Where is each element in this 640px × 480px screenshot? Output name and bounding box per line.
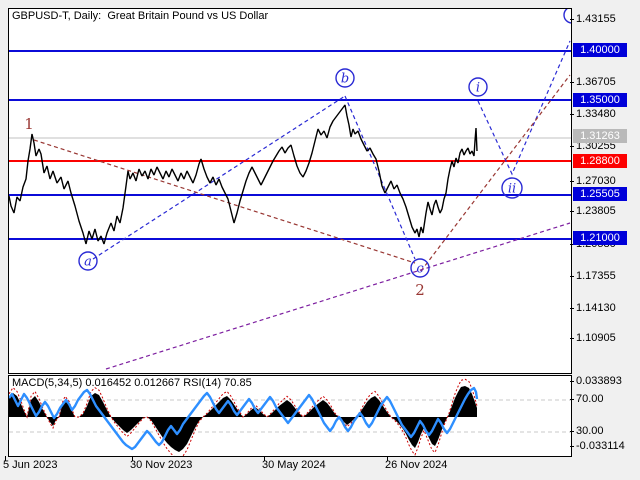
price-axis-tick (570, 338, 574, 339)
wave-projection-line (92, 95, 346, 260)
price-axis-label: 1.33480 (576, 108, 616, 120)
price-chart-plot[interactable]: GBPUSD-T, Daily: Great Britain Pound vs … (8, 8, 572, 374)
price-axis-tick (570, 114, 574, 115)
macd-signal-line (9, 378, 478, 456)
time-axis-label: 30 Nov 2023 (130, 459, 193, 471)
wave-projection-line (420, 74, 571, 272)
price-axis-label: 1.43155 (576, 13, 616, 25)
price-axis-tick (570, 82, 574, 83)
indicator-label: MACD(5,34,5) 0.016452 0.012667 RSI(14) 7… (12, 377, 252, 389)
indicator-axis-label: 30.00 (576, 425, 604, 437)
wave-projection-line (477, 40, 571, 176)
indicator-axis-tick (570, 399, 574, 400)
price-axis-label: 1.30255 (576, 140, 616, 152)
price-level-badge: 1.35000 (573, 93, 627, 107)
wave-label-letter: i (476, 81, 480, 96)
rsi-line (9, 386, 479, 451)
wave-projection-line (105, 222, 571, 370)
price-axis-tick (570, 181, 574, 182)
indicator-axis-label: 0.033893 (576, 375, 622, 387)
macd-histogram (9, 386, 477, 452)
price-axis-label: 1.10905 (576, 332, 616, 344)
time-axis-label: 26 Nov 2024 (385, 459, 448, 471)
price-axis-tick (570, 308, 574, 309)
wave-label-circle (468, 77, 488, 97)
wave-label-circle (563, 9, 571, 24)
price-axis-tick (570, 146, 574, 147)
chart-title: GBPUSD-T, Daily: Great Britain Pound vs … (12, 10, 269, 22)
wave-label-number: 2 (415, 281, 425, 299)
wave-projection-line (344, 95, 416, 260)
price-axis-tick (570, 244, 574, 245)
price-axis-tick (570, 211, 574, 212)
time-axis-label: 5 Jun 2023 (3, 459, 58, 471)
price-level-badge: 1.25505 (573, 187, 627, 201)
wave-label-circle (501, 177, 523, 199)
wave-label-letter: ii (508, 182, 516, 197)
price-axis-tick (570, 19, 574, 20)
wave-label-letter: c (416, 262, 424, 277)
wave-label-circle (78, 251, 98, 271)
wave-label-letter: a (84, 255, 92, 270)
wave-projection-line (33, 139, 416, 264)
indicator-axis-label: -0.033114 (576, 440, 625, 452)
indicator-canvas (9, 378, 571, 456)
wave-label-number: 1 (24, 115, 34, 133)
indicator-axis-tick (570, 431, 574, 432)
price-axis-label: 1.17355 (576, 270, 616, 282)
indicator-axis-tick (570, 446, 574, 447)
price-level-badge: 1.40000 (573, 43, 627, 57)
time-axis-tick (264, 456, 265, 461)
time-axis-tick (5, 456, 6, 461)
price-level-badge: 1.31263 (573, 129, 627, 143)
time-axis-tick (387, 456, 388, 461)
price-level-badge: 1.21000 (573, 231, 627, 245)
price-axis-tick (570, 276, 574, 277)
price-axis-label: 1.27030 (576, 175, 616, 187)
wave-label-circle (410, 258, 430, 278)
price-axis-label: 1.36705 (576, 76, 616, 88)
indicator-axis-label: 70.00 (576, 393, 604, 405)
price-axis-label: 1.14130 (576, 302, 616, 314)
indicator-panel-plot[interactable]: MACD(5,34,5) 0.016452 0.012667 RSI(14) 7… (8, 375, 572, 457)
price-series (9, 104, 478, 245)
indicator-axis-tick (570, 381, 574, 382)
wave-label-letter: b (341, 72, 349, 87)
price-axis-label: 1.23805 (576, 205, 616, 217)
time-axis-tick (132, 456, 133, 461)
price-level-badge: 1.28800 (573, 154, 627, 168)
time-axis-label: 30 May 2024 (262, 459, 326, 471)
wave-label-circle (335, 68, 355, 88)
